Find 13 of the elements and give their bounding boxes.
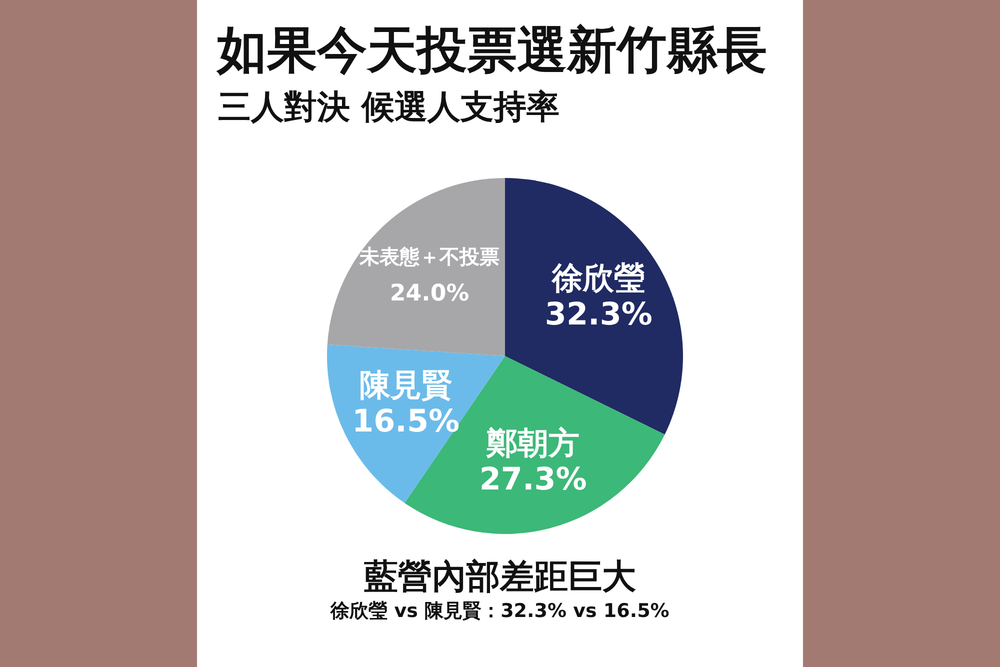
chart-title: 如果今天投票選新竹縣長 bbox=[217, 21, 767, 79]
slice-label: 鄭朝方 bbox=[486, 426, 580, 462]
data-label: 27.3% bbox=[479, 462, 587, 498]
chart-subtitle: 三人對決 候選人支持率 bbox=[218, 87, 560, 126]
slice-label: 陳見賢 bbox=[359, 367, 452, 404]
text: 藍營內部差距巨大 bbox=[363, 556, 637, 598]
slice-label: 未表態＋不投票 bbox=[358, 244, 500, 268]
text: 徐欣瑩 vs 陳見賢：32.3% vs 16.5% bbox=[329, 599, 670, 624]
pie-slice bbox=[327, 178, 505, 356]
slice-label: 徐欣瑩 bbox=[551, 260, 646, 297]
data-label: 16.5% bbox=[352, 403, 460, 440]
data-label: 24.0% bbox=[390, 280, 470, 306]
data-label: 32.3% bbox=[544, 296, 652, 333]
